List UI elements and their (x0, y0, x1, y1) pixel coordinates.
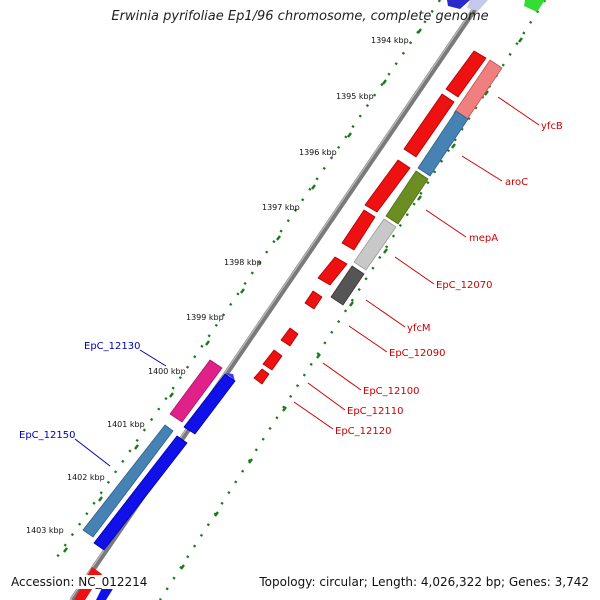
gene-labels-right: yfcB aroC mepA EpC_12070 yfcM EpC_12090 … (335, 121, 563, 437)
gene-feature-red-c (364, 159, 411, 213)
gene-feature-top-blue (447, 0, 470, 9)
kbp-label: 1397 kbp (262, 203, 300, 212)
gene-feature-darkgray-yfcM (330, 265, 365, 306)
leader-EpC_12120 (293, 401, 334, 430)
leader-EpC_12130 (139, 349, 167, 367)
gene-feature-red-d (341, 209, 376, 251)
kbp-label: 1401 kbp (107, 420, 145, 429)
gene-feature-steelblue-12150 (82, 424, 174, 538)
kbp-label: 1402 kbp (67, 473, 105, 482)
feature-track-inner (253, 0, 545, 385)
gene-label[interactable]: yfcB (541, 121, 563, 132)
gene-label[interactable]: mepA (469, 233, 498, 244)
outer-major-ticks (63, 28, 422, 553)
gene-feature-red-g (280, 327, 299, 347)
gene-feature-red-f (304, 290, 323, 310)
gene-label[interactable]: EpC_12130 (84, 341, 140, 352)
outer-tick-track (54, 0, 441, 561)
kbp-label: 1398 kbp (224, 258, 262, 267)
gene-label[interactable]: EpC_12150 (19, 430, 75, 441)
gene-label[interactable]: yfcM (407, 323, 431, 334)
gene-label[interactable]: EpC_12070 (436, 280, 492, 291)
topology-summary: Topology: circular; Length: 4,026,322 bp… (257, 575, 591, 589)
leader-EpC_12150 (74, 438, 111, 467)
feature-track-outer (74, 0, 488, 600)
gene-feature-olive-mepA (385, 170, 429, 225)
label-leaders (74, 96, 540, 467)
kbp-label: 1400 kbp (148, 367, 186, 376)
inner-tick-track (158, 0, 547, 600)
map-title: Erwinia pyrifoliae Ep1/96 chromosome, co… (111, 9, 489, 24)
leader-yfcM (365, 299, 406, 328)
kbp-label: 1395 kbp (336, 92, 374, 101)
leader-EpC_12110 (307, 382, 346, 411)
gene-label[interactable]: EpC_12090 (389, 348, 445, 359)
gene-label[interactable]: EpC_12120 (335, 426, 391, 437)
gene-feature-red-b (403, 93, 455, 158)
leader-EpC_12070 (394, 256, 435, 285)
gene-feature-blue-1 (93, 435, 188, 551)
gene-label[interactable]: aroC (505, 177, 528, 188)
tick-track (54, 0, 547, 600)
leader-EpC_12100 (322, 362, 362, 391)
gene-feature-magenta-12130 (169, 359, 223, 423)
accession-text: Accession: NC_012214 (9, 575, 150, 589)
gene-feature-red-a (445, 50, 487, 98)
kbp-label: 1396 kbp (299, 148, 337, 157)
kbp-labels: 1394 kbp 1395 kbp 1396 kbp 1397 kbp 1398… (26, 36, 409, 535)
leader-yfcB (497, 96, 540, 126)
gene-feature-steelblue-aroC (417, 110, 469, 177)
gene-feature-red-e (317, 256, 348, 286)
kbp-label: 1403 kbp (26, 526, 64, 535)
gene-feature-green-top (524, 0, 545, 12)
leader-aroC (461, 155, 503, 182)
kbp-label: 1394 kbp (371, 36, 409, 45)
leader-EpC_12090 (348, 325, 388, 353)
gene-label[interactable]: EpC_12100 (363, 386, 419, 397)
gene-labels-left: EpC_12130 EpC_12150 (19, 341, 140, 441)
gene-feature-top-gray (467, 0, 488, 11)
inner-major-ticks (180, 37, 523, 570)
gene-feature-red-i (253, 368, 270, 385)
kbp-label: 1399 kbp (186, 313, 224, 322)
gene-feature-red-h (262, 349, 283, 371)
leader-mepA (425, 209, 467, 238)
gene-feature-blue-2 (183, 373, 236, 435)
gene-label[interactable]: EpC_12110 (347, 406, 403, 417)
gene-feature-arrow-tip (226, 373, 235, 381)
gene-feature-lightgray-12070 (353, 218, 397, 271)
